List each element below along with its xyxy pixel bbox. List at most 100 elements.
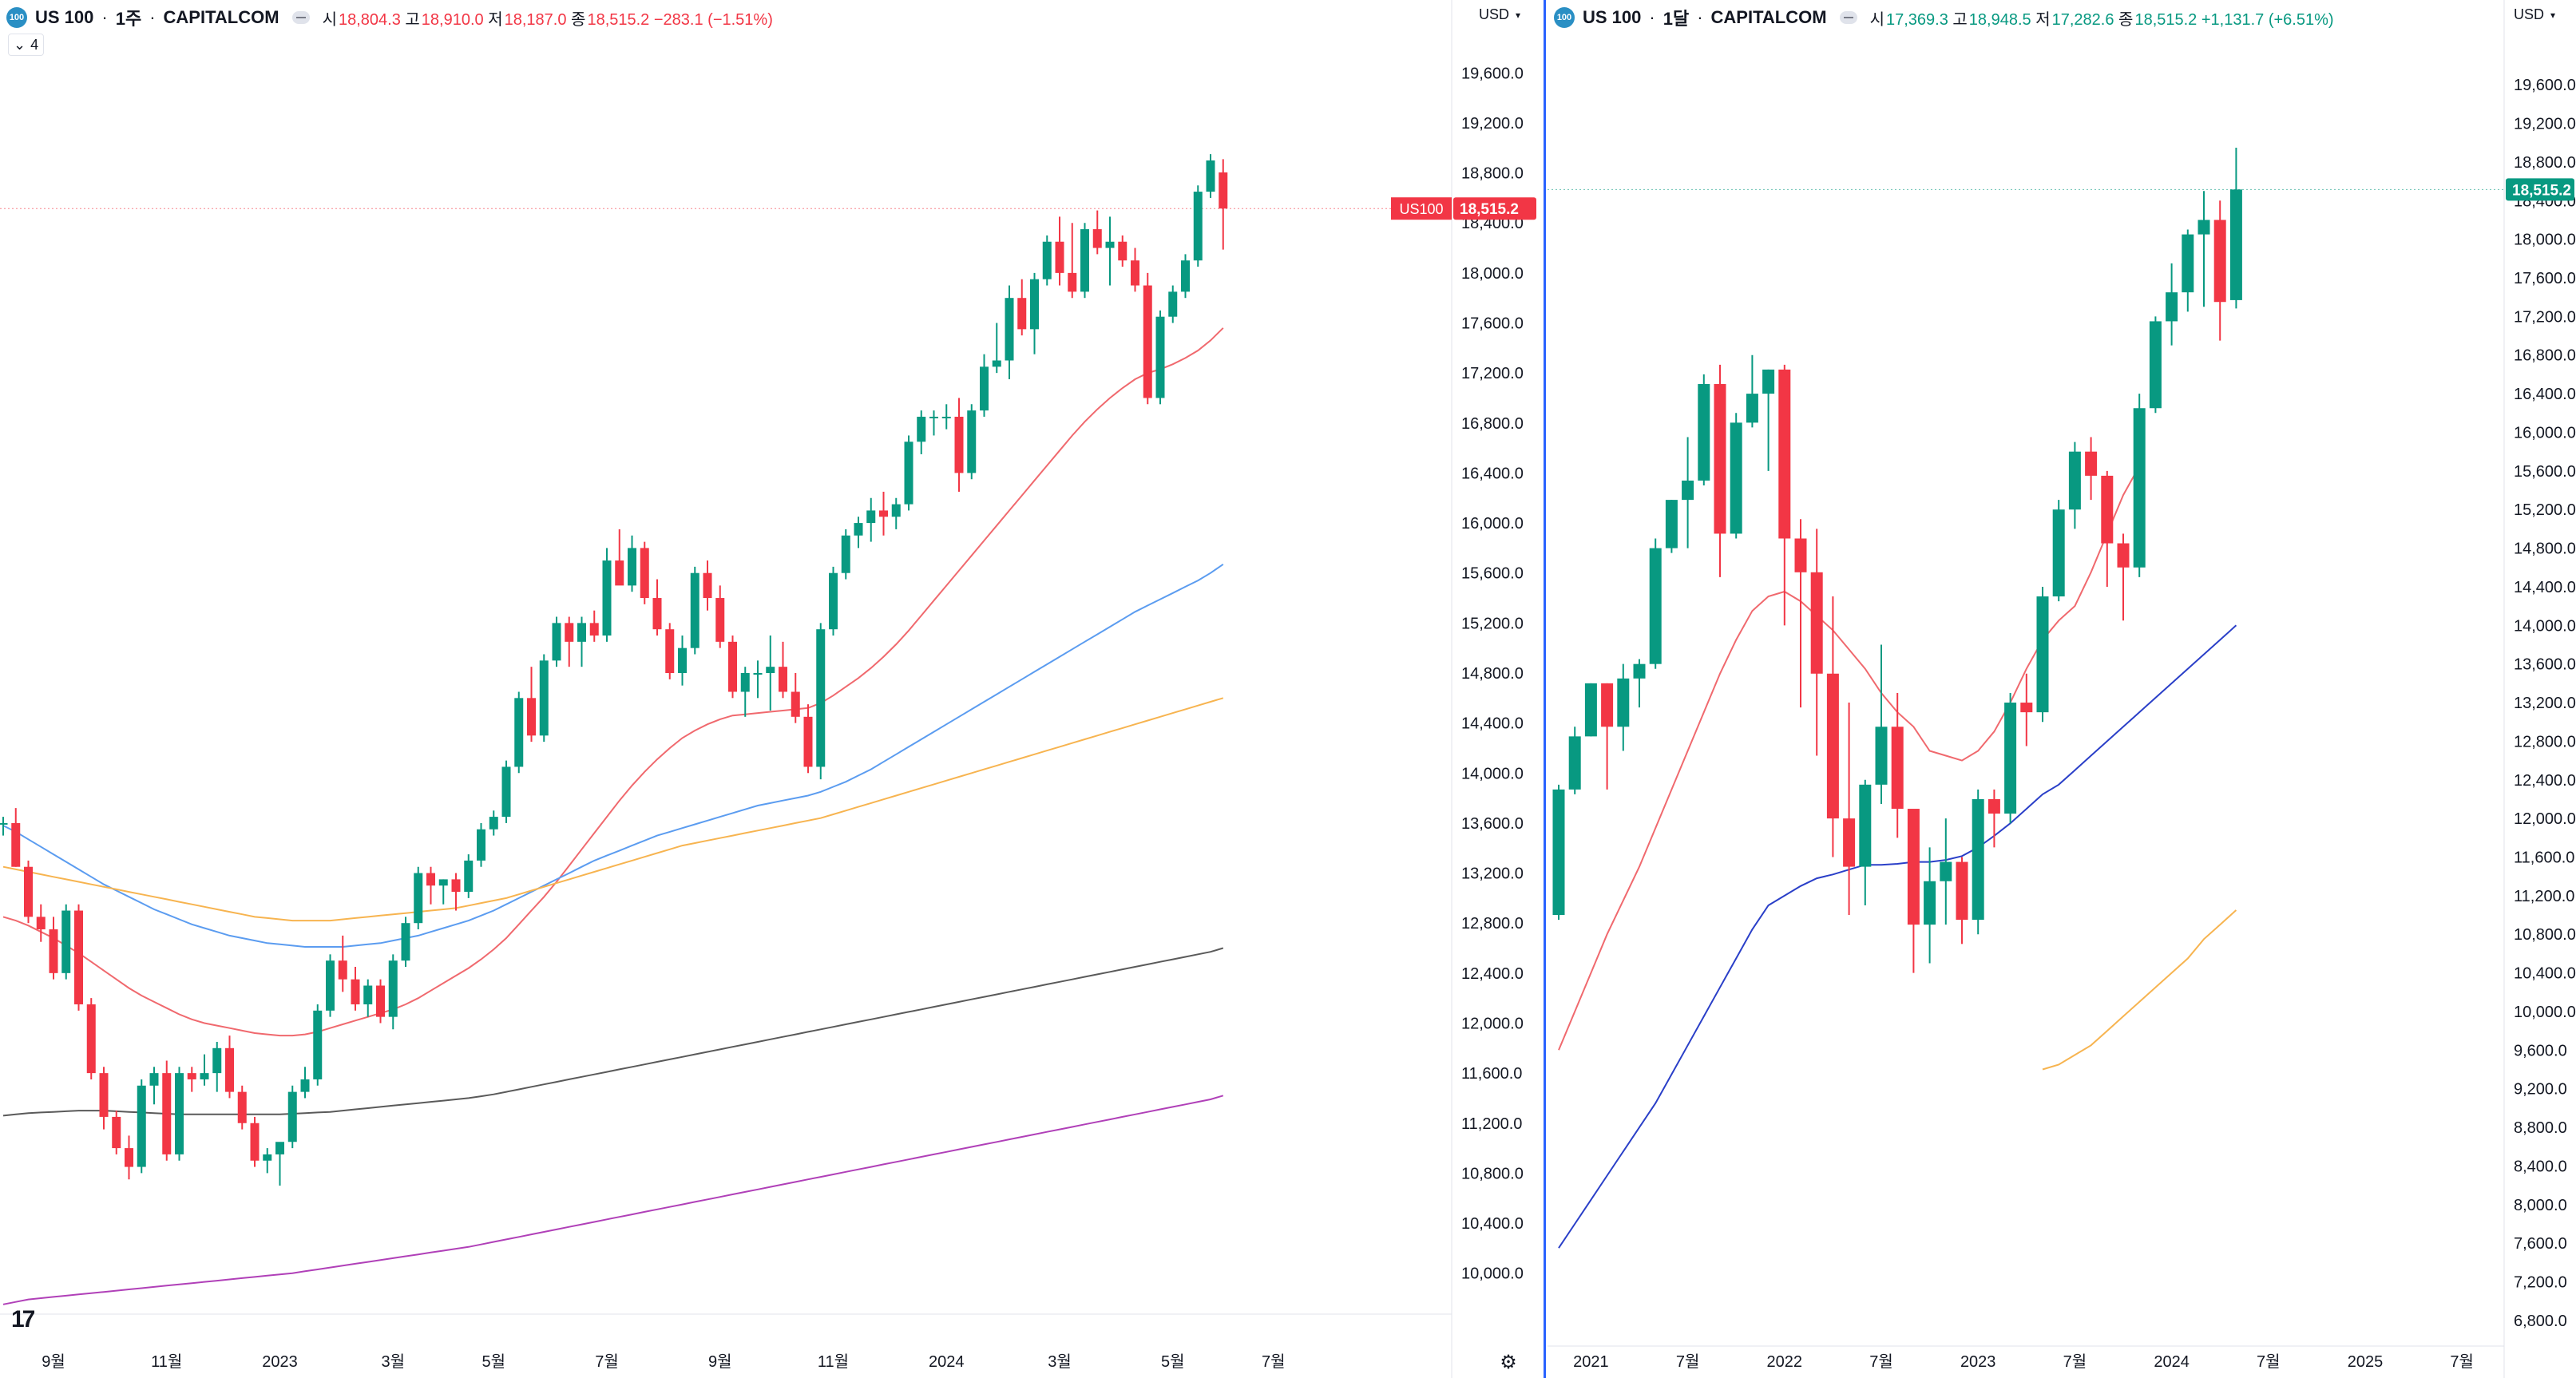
y-tick-label: 11,200.0 [1461, 1115, 1522, 1133]
candle-body [1168, 291, 1178, 317]
candle-body [2117, 543, 2130, 568]
candle-body [954, 416, 964, 473]
y-tick-label: 13,200.0 [1461, 865, 1524, 883]
currency-selector[interactable]: USD ▾ [2514, 6, 2555, 23]
candle-body [414, 873, 423, 924]
open-value: 17,369.3 [1885, 10, 1948, 29]
candle-body [690, 572, 699, 648]
symbol-name[interactable]: US 100 [35, 7, 94, 27]
x-tick-label: 2022 [1767, 1353, 1803, 1371]
candle-body [803, 716, 813, 767]
monthly-legend: 100 US 100 · 1달 · CAPITALCOM 시 17,369.3 고… [1554, 5, 2334, 30]
monthly-chart-pane[interactable]: 19,600.0 19,200.0 18,800.0 18,400.0 18,000.0… [1548, 0, 2576, 1378]
candle-body [1924, 881, 1936, 925]
candle-body [992, 360, 1001, 367]
weekly-chart-svg[interactable]: 19,600.019,200.018,800.018,400.018,000.0… [0, 0, 1541, 1378]
y-tick-label: 12,400.0 [1461, 965, 1524, 983]
currency-selector[interactable]: USD ▾ [1479, 6, 1520, 23]
open-label: 시 [1869, 10, 1884, 29]
legend-menu-icon[interactable] [291, 11, 310, 24]
candle-body [275, 1142, 284, 1154]
interval-label[interactable]: 1달 [1663, 9, 1690, 29]
y-tick-label: 12,400.0 [2514, 772, 2576, 790]
symbol-name[interactable]: US 100 [1583, 7, 1642, 27]
y-tick-label: 16,400.0 [2514, 386, 2576, 403]
y-tick-label: 11,200.0 [2514, 888, 2574, 905]
candle-body [363, 985, 373, 1004]
y-tick-label: 17,600.0 [2514, 270, 2576, 287]
y-tick-label: 12,000.0 [1461, 1015, 1524, 1032]
candle-body [1042, 241, 1052, 279]
candle-body [589, 623, 599, 636]
candle-body [225, 1047, 234, 1092]
x-tick-label: 2023 [262, 1353, 298, 1371]
weekly-chart-pane[interactable]: 19,600.0 19,200.0 18,800.0 18,400.0 18,000.0… [0, 0, 1541, 1378]
candle-body [1193, 192, 1203, 261]
candle-body [665, 629, 675, 673]
y-tick-label: 18,800.0 [1461, 165, 1524, 183]
candle-body [2198, 220, 2210, 235]
candle-body [501, 766, 511, 818]
y-tick-label: 8,800.0 [2514, 1119, 2567, 1137]
candle-body [1601, 683, 1614, 727]
y-tick-label: 15,600.0 [1461, 565, 1524, 583]
last-price-tag: US100 18,515.2 [1391, 197, 1536, 220]
x-tick-label: 2021 [1573, 1353, 1609, 1371]
x-tick-label: 11월 [151, 1352, 182, 1371]
candle-body [1859, 784, 1872, 867]
y-tick-label: 8,000.0 [2514, 1197, 2567, 1214]
candle-body [1131, 260, 1139, 286]
candle-body [1972, 798, 1984, 921]
y-tick-label: 18,000.0 [2514, 232, 2576, 249]
y-tick-label: 13,600.0 [2514, 656, 2576, 674]
us100-logo-icon: 100 [6, 7, 27, 28]
gear-icon[interactable]: ⚙ [1500, 1352, 1517, 1373]
change-value: +1,131.7 (+6.51%) [2201, 10, 2334, 29]
y-tick-label: 18,800.0 [2514, 154, 2576, 172]
y-tick-label: 15,200.0 [2514, 501, 2576, 519]
candle-body [1552, 789, 1565, 916]
y-tick-label: 10,800.0 [2514, 926, 2576, 944]
candle-body [703, 572, 712, 599]
monthly-chart-svg[interactable]: 19,600.019,200.018,800.018,400.018,000.0… [1548, 0, 2576, 1378]
ma-line-ma24 [1558, 624, 2237, 1249]
candle-body [766, 667, 775, 673]
x-tick-label: 7월 [2450, 1352, 2474, 1371]
y-tick-label: 17,600.0 [1461, 315, 1524, 333]
candle-body [941, 416, 951, 418]
exchange-label[interactable]: CAPITALCOM [163, 7, 279, 27]
candle-body [451, 879, 461, 893]
candle-body [829, 572, 838, 630]
separator: · [1697, 7, 1703, 27]
candle-body [1778, 369, 1791, 539]
tradingview-logo-icon[interactable]: 17 [11, 1306, 35, 1332]
indicators-toggle-button[interactable]: ⌄ 4 [8, 34, 45, 56]
y-tick-label: 12,800.0 [2514, 733, 2576, 750]
x-tick-label: 3월 [381, 1352, 405, 1371]
legend-menu-icon[interactable] [1839, 11, 1857, 24]
separator: · [149, 7, 156, 27]
y-tick-label: 16,000.0 [1461, 515, 1524, 533]
x-tick-label: 5월 [1161, 1352, 1185, 1371]
close-value: 18,515.2 [587, 10, 650, 29]
candle-body [1730, 422, 1742, 534]
candle-body [854, 523, 863, 536]
candle-body [11, 822, 21, 867]
interval-label[interactable]: 1주 [115, 9, 142, 29]
candle-body [1907, 809, 1920, 925]
exchange-label[interactable]: CAPITALCOM [1710, 7, 1827, 27]
candle-body [678, 647, 687, 673]
y-tick-label: 14,400.0 [1461, 715, 1524, 733]
candle-body [351, 979, 360, 1004]
x-tick-label: 7월 [595, 1352, 619, 1371]
separator: · [101, 7, 108, 27]
candle-body [2149, 321, 2162, 409]
candle-body [2020, 703, 2033, 713]
candle-body [24, 866, 33, 917]
price-tag-symbol: US100 [1399, 201, 1443, 217]
candle-body [1206, 160, 1215, 192]
candle-body [326, 960, 335, 1011]
candle-body [438, 879, 448, 886]
pane-divider[interactable] [1541, 0, 1548, 1378]
ma-line-ma50 [2042, 909, 2237, 1071]
